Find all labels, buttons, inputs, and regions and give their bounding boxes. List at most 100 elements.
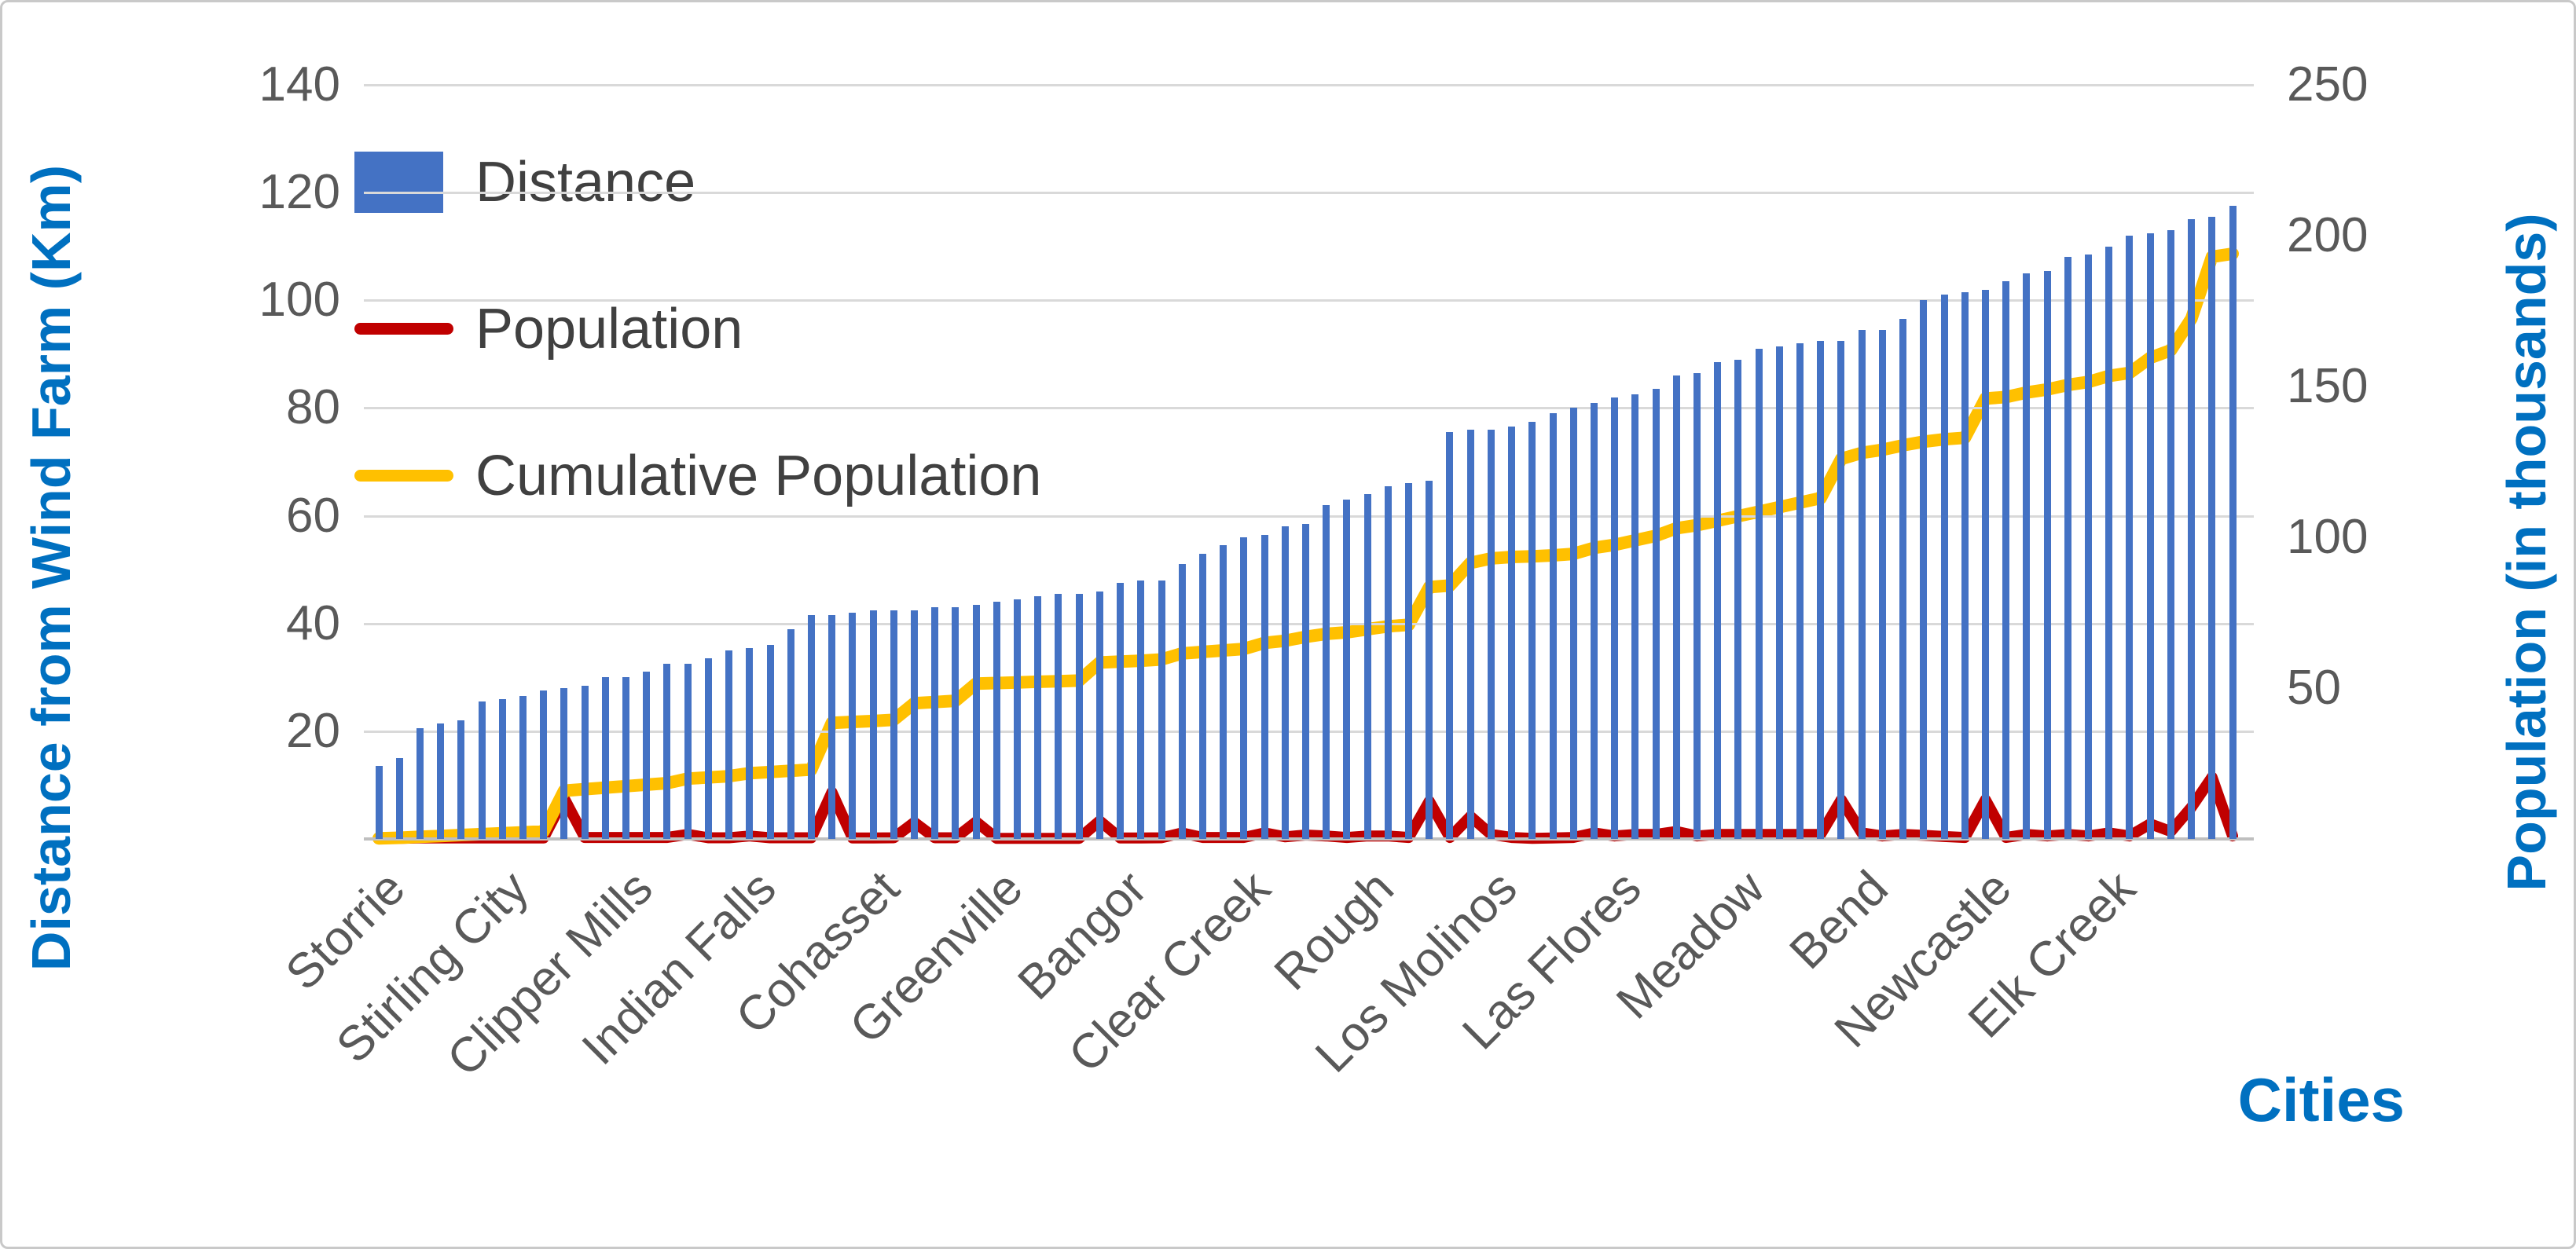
y-left-tick-label: 80	[286, 380, 340, 435]
distance-bar	[622, 677, 630, 839]
y-right-tick-label: 200	[2287, 208, 2369, 262]
distance-bar	[1426, 481, 1433, 839]
y-right-tick-label: 100	[2287, 510, 2369, 564]
distance-bar	[1920, 300, 1928, 839]
distance-bar	[2085, 255, 2093, 839]
distance-bar	[1281, 526, 1289, 839]
distance-bar	[1158, 580, 1165, 839]
distance-bar	[1075, 594, 1083, 839]
distance-bar	[1055, 594, 1062, 839]
distance-bar	[993, 602, 1000, 839]
legend-label-distance: Distance	[475, 150, 696, 214]
distance-bar	[1363, 494, 1371, 839]
distance-bar	[1878, 330, 1886, 839]
distance-bar	[684, 664, 692, 839]
distance-bar	[766, 645, 774, 839]
distance-bar	[2208, 217, 2216, 839]
distance-bar	[704, 658, 712, 839]
distance-bar	[1981, 289, 1989, 839]
distance-bar	[725, 650, 733, 839]
distance-bar	[1260, 534, 1268, 839]
distance-bar	[437, 723, 445, 839]
population-line-swatch-icon	[354, 323, 453, 335]
legend: Distance Population Cumulative Populatio…	[354, 108, 1041, 549]
distance-bar	[2043, 270, 2051, 839]
distance-bar	[2229, 206, 2237, 839]
y-left-tick-label: 100	[259, 273, 340, 328]
distance-bar	[1755, 349, 1763, 839]
distance-bar	[643, 672, 651, 839]
right-axis-title: Population (in thousands)	[2496, 213, 2557, 892]
y-left-tick-label: 20	[286, 703, 340, 758]
distance-bar	[849, 613, 857, 839]
distance-bar-swatch-icon	[354, 151, 443, 213]
gridline	[364, 299, 2254, 302]
distance-bar	[931, 607, 939, 839]
distance-bar	[869, 610, 877, 839]
distance-bar	[1858, 330, 1866, 839]
distance-bar	[2126, 236, 2134, 839]
distance-bar	[457, 720, 465, 839]
distance-bar	[540, 690, 548, 839]
distance-bar	[1343, 500, 1351, 839]
distance-bar	[1528, 421, 1536, 839]
distance-bar	[1302, 523, 1309, 839]
distance-bar	[1508, 427, 1516, 839]
legend-item-cumulative: Cumulative Population	[354, 402, 1041, 549]
distance-bar	[1734, 359, 1742, 839]
distance-bar	[478, 701, 486, 839]
distance-bar	[787, 628, 794, 839]
distance-bar	[1611, 397, 1619, 839]
distance-bar	[1446, 432, 1454, 839]
distance-bar	[972, 604, 980, 839]
distance-bar	[375, 766, 383, 839]
gridline	[364, 515, 2254, 518]
distance-bar	[1837, 340, 1845, 839]
distance-bar	[828, 615, 836, 839]
distance-bar	[601, 677, 609, 839]
distance-bar	[1095, 591, 1103, 839]
x-axis-line	[364, 837, 2254, 841]
distance-bar	[1466, 429, 1474, 839]
distance-bar	[2023, 273, 2031, 839]
gridline	[364, 407, 2254, 410]
distance-bar	[1220, 545, 1227, 839]
distance-bar	[581, 685, 589, 839]
distance-bar	[1961, 292, 1969, 839]
distance-bar	[2064, 257, 2071, 839]
distance-bar	[890, 610, 897, 839]
distance-bar	[807, 615, 815, 839]
y-left-tick-label: 120	[259, 165, 340, 220]
distance-bar	[2002, 281, 2010, 839]
legend-label-population: Population	[475, 297, 743, 361]
distance-bar	[1672, 375, 1680, 839]
distance-bar	[395, 758, 403, 839]
y-right-tick-label: 50	[2287, 661, 2341, 715]
distance-bar	[1693, 372, 1701, 839]
distance-bar	[1178, 564, 1186, 839]
left-axis-title: Distance from Wind Farm (Km)	[20, 164, 82, 972]
distance-bar	[1775, 346, 1783, 839]
distance-bar	[2146, 233, 2154, 839]
distance-bar	[1899, 319, 1907, 839]
cumulative-line-swatch-icon	[354, 470, 453, 482]
y-right-tick-label: 250	[2287, 57, 2369, 112]
distance-bar	[498, 698, 506, 839]
distance-bar	[952, 607, 960, 839]
y-left-tick-label: 60	[286, 488, 340, 543]
gridline	[364, 84, 2254, 86]
distance-bar	[560, 688, 568, 839]
distance-bar	[663, 664, 671, 839]
distance-bar	[1569, 408, 1577, 839]
distance-bar	[1034, 596, 1042, 839]
distance-bar	[1117, 583, 1125, 839]
distance-bar	[1796, 343, 1804, 839]
legend-item-population: Population	[354, 255, 1041, 402]
distance-bar	[2188, 219, 2196, 839]
distance-bar	[1940, 295, 1948, 839]
distance-bar	[1405, 483, 1413, 839]
y-left-tick-label: 140	[259, 57, 340, 112]
distance-bar	[1323, 504, 1330, 839]
distance-bar	[1137, 580, 1145, 839]
